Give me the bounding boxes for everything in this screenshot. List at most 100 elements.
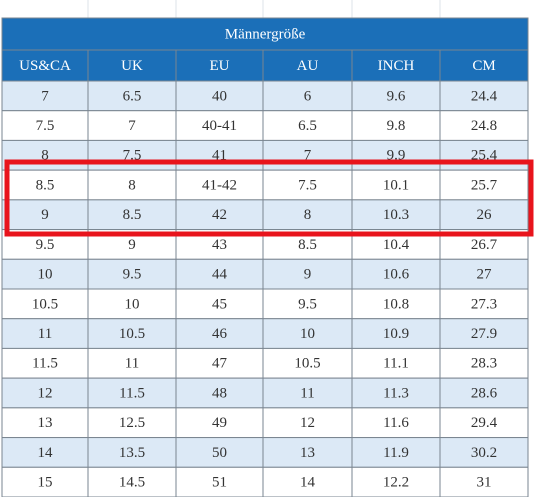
table-cell: 9: [41, 207, 49, 223]
table-cell: 27.3: [471, 296, 497, 312]
table-cell: 9: [304, 267, 312, 283]
table-row: [1, 347, 529, 379]
table-cell: 14: [38, 445, 54, 461]
table-cell: 11: [38, 326, 52, 342]
table-cell: 10.6: [383, 267, 410, 283]
table-cell: 8.5: [123, 207, 142, 223]
table-cell: 15: [38, 475, 53, 491]
table-cell: 10: [38, 267, 53, 283]
table-row: [1, 466, 529, 497]
table-cell: 49: [212, 415, 227, 431]
table-cell: 6.5: [298, 118, 317, 134]
table-cell: 7: [304, 148, 312, 164]
table-cell: 11.6: [383, 415, 409, 431]
table-title: Männergröße: [225, 26, 306, 42]
header-row: [1, 49, 529, 82]
table-cell: 40: [212, 88, 227, 104]
table-row: [1, 288, 529, 320]
column-header: US&CA: [19, 58, 71, 74]
table-cell: 7: [41, 88, 49, 104]
table-cell: 8: [128, 177, 136, 193]
table-cell: 28.6: [471, 385, 498, 401]
table-cell: 7: [128, 118, 136, 134]
table-cell: 10: [300, 326, 315, 342]
table-cell: 50: [212, 445, 227, 461]
table-row: [1, 199, 529, 231]
table-cell: 9.5: [298, 296, 317, 312]
table-cell: 10.4: [383, 237, 410, 253]
table-cell: 43: [212, 237, 227, 253]
table-cell: 28.3: [471, 356, 497, 372]
table-row: [1, 407, 529, 439]
table-cell: 41-42: [202, 177, 237, 193]
table-cell: 10.1: [383, 177, 409, 193]
table-cell: 8: [41, 148, 49, 164]
table-row: [1, 110, 529, 141]
column-header: INCH: [378, 58, 415, 74]
table-cell: 48: [212, 385, 227, 401]
table-cell: 10.9: [383, 326, 409, 342]
table-cell: 42: [212, 207, 227, 223]
table-cell: 26: [477, 207, 493, 223]
table-cell: 7.5: [298, 177, 317, 193]
table-row: [1, 377, 529, 409]
sheet-grid: [87, 0, 441, 18]
table-cell: 8.5: [36, 177, 55, 193]
table-cell: 24.8: [471, 118, 497, 134]
table-cell: 8: [304, 207, 312, 223]
table-cell: 31: [477, 475, 492, 491]
table-cell: 11.9: [383, 445, 409, 461]
table-cell: 7.5: [36, 118, 55, 134]
table-row: [1, 318, 529, 349]
table-row: [1, 80, 529, 112]
table-row: [1, 169, 529, 201]
table-cell: 46: [212, 326, 228, 342]
table-cell: 26.7: [471, 237, 498, 253]
table-cell: 9.8: [387, 118, 406, 134]
table-cell: 13.5: [119, 445, 145, 461]
column-header: UK: [121, 58, 143, 74]
table-cell: 13: [300, 445, 315, 461]
table-cell: 9.5: [36, 237, 55, 253]
table-cell: 10: [125, 296, 140, 312]
table-cell: 11.5: [32, 356, 58, 372]
table-cell: 44: [212, 267, 228, 283]
table-cell: 10.8: [383, 296, 409, 312]
table-cell: 6: [304, 88, 312, 104]
highlight-box: [4, 159, 534, 237]
table-cell: 10.5: [32, 296, 58, 312]
column-header: CM: [472, 58, 495, 74]
table-cell: 51: [212, 475, 227, 491]
title-row: [1, 17, 529, 51]
table-cell: 29.4: [471, 415, 498, 431]
table-cell: 9: [128, 237, 136, 253]
table-row: [1, 258, 529, 290]
table-cell: 25.7: [471, 177, 498, 193]
table-cell: 14.5: [119, 475, 145, 491]
table-cell: 11: [125, 356, 139, 372]
table-cell: 40-41: [202, 118, 237, 134]
table-cell: 24.4: [471, 88, 498, 104]
table-cell: 47: [212, 356, 228, 372]
table-cell: 9.6: [387, 88, 406, 104]
table-cell: 27.9: [471, 326, 497, 342]
table-cell: 30.2: [471, 445, 497, 461]
table-row: [1, 437, 529, 468]
table-cell: 11.5: [119, 385, 145, 401]
table-cell: 9.5: [123, 267, 142, 283]
table-cell: 10.3: [383, 207, 409, 223]
column-header: EU: [210, 58, 230, 74]
table-cell: 11.1: [383, 356, 409, 372]
table-cell: 6.5: [123, 88, 142, 104]
table-cell: 12.2: [383, 475, 409, 491]
table-cell: 11: [300, 385, 314, 401]
table-cell: 14: [300, 475, 316, 491]
table-row: [1, 139, 529, 171]
table-cell: 13: [38, 415, 53, 431]
table-cell: 8.5: [298, 237, 317, 253]
column-header: AU: [297, 58, 319, 74]
table-cell: 11.3: [383, 385, 409, 401]
table-cell: 12: [38, 385, 53, 401]
table-cell: 12.5: [119, 415, 145, 431]
table-cell: 27: [477, 267, 493, 283]
